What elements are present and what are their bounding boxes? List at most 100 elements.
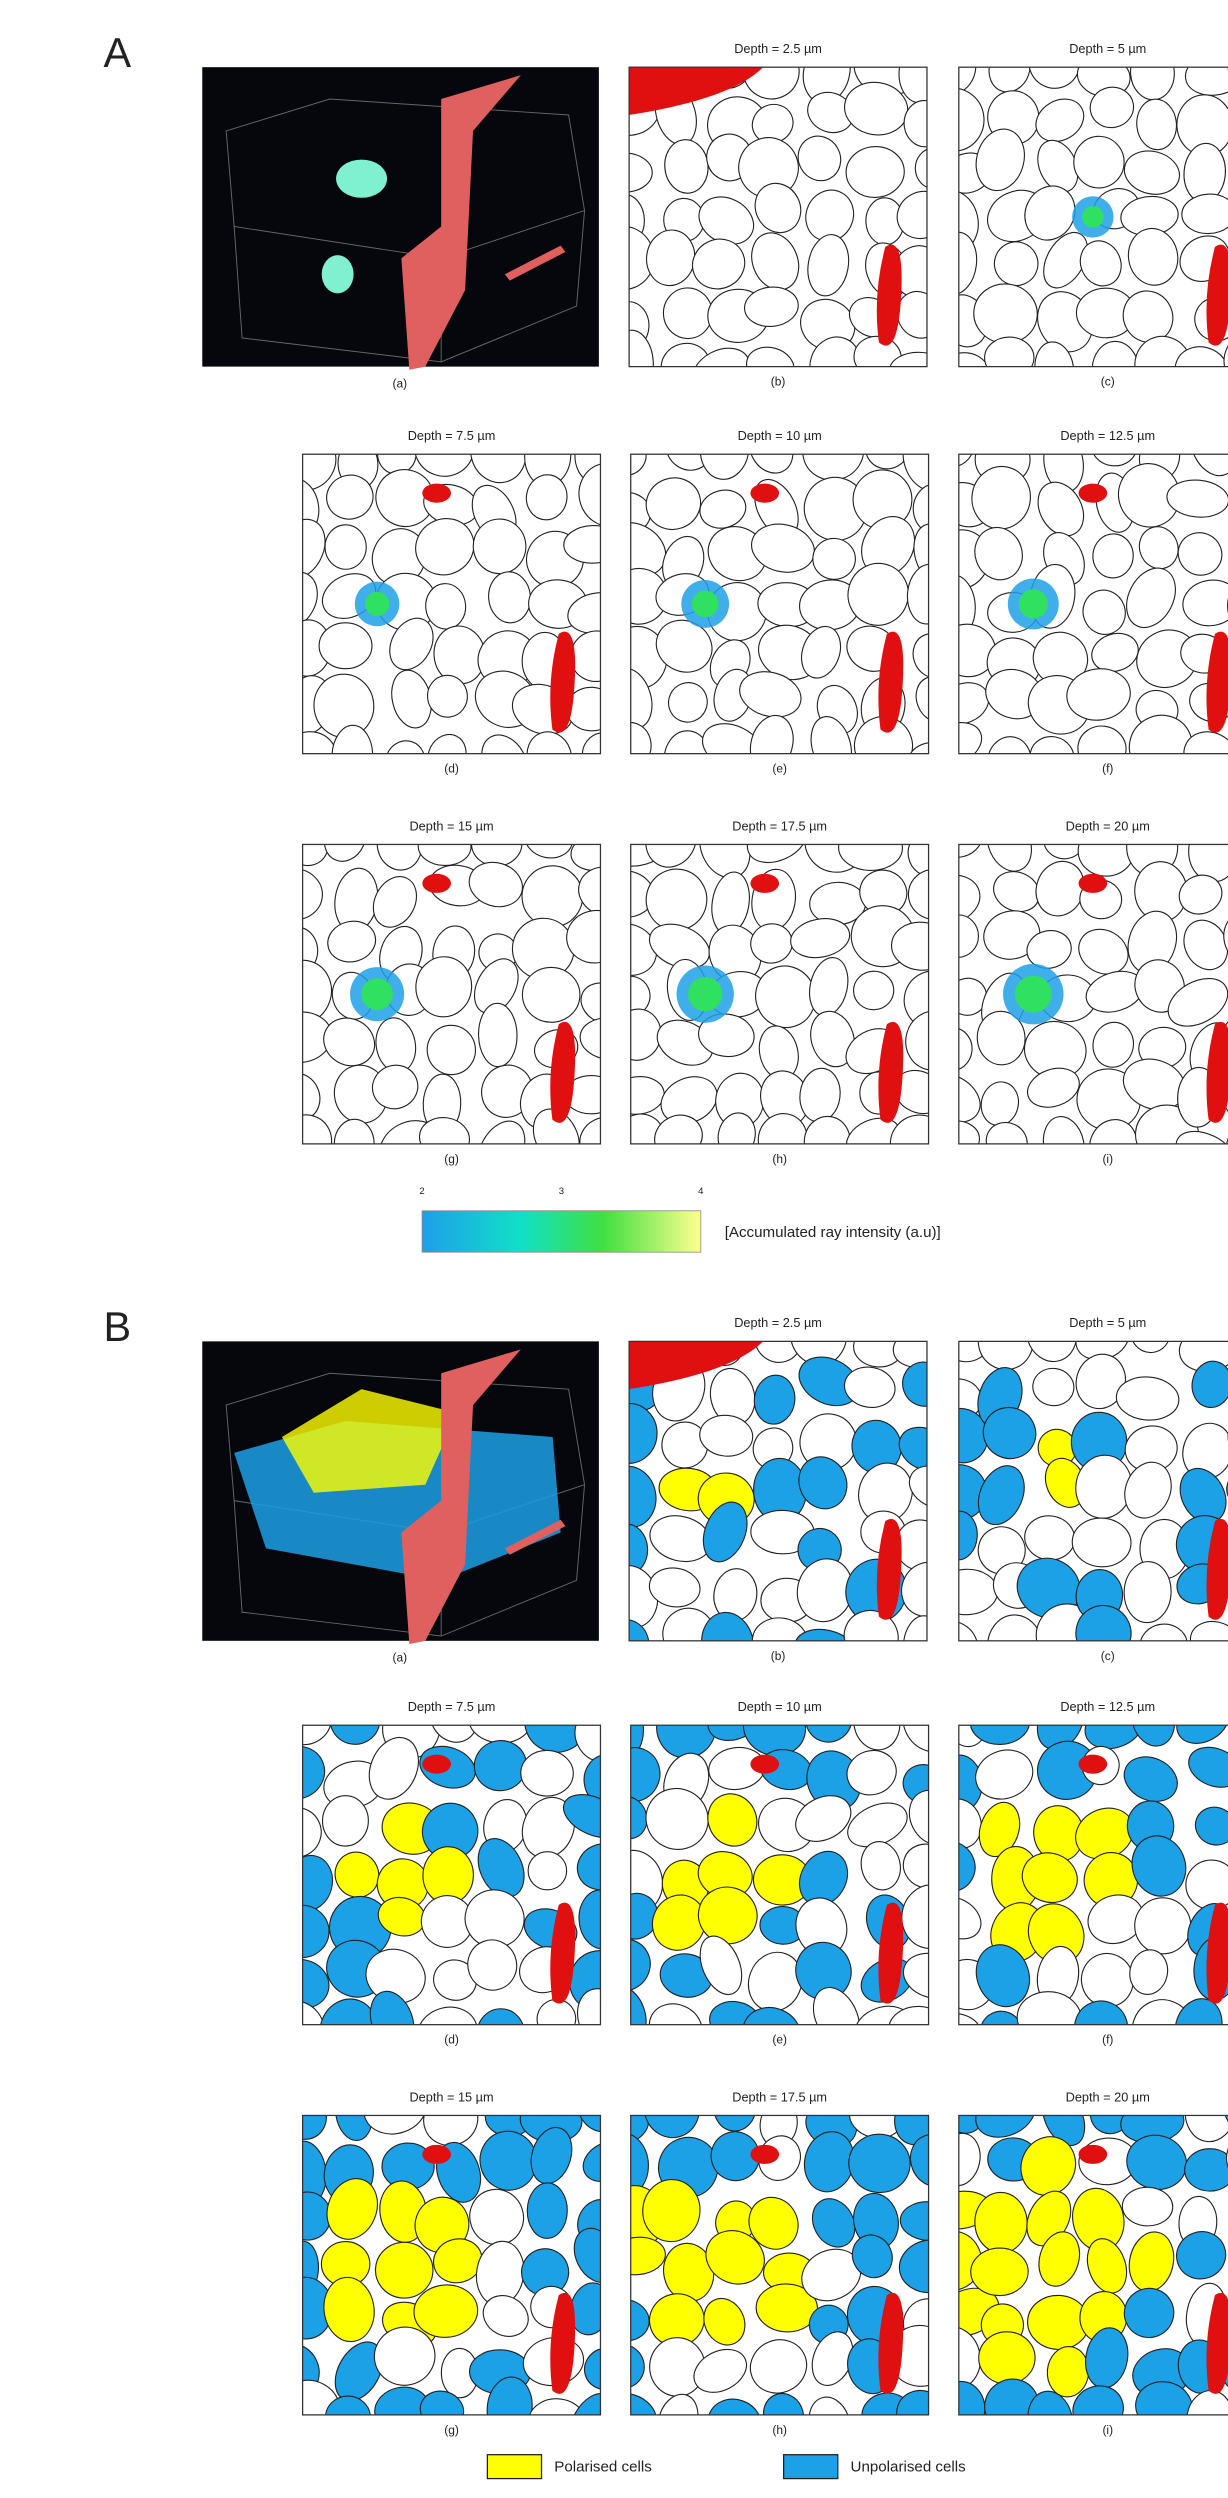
- legend-label: Polarised cells: [554, 2458, 652, 2475]
- cell: [937, 915, 978, 958]
- slice-caption: (i): [1102, 2423, 1113, 2437]
- slice-caption: (b): [771, 1649, 786, 1663]
- cell: [970, 2247, 1029, 2296]
- slice-image: [591, 804, 970, 1173]
- slice-title: Depth = 7.5 µm: [408, 428, 496, 443]
- slice-caption: (e): [772, 762, 787, 776]
- slice-caption: (b): [771, 375, 786, 389]
- slice-title: Depth = 17.5 µm: [732, 818, 827, 833]
- slice-title: Depth = 15 µm: [409, 818, 493, 833]
- slice-caption: (g): [444, 2423, 459, 2437]
- page: {"panels": [ {"label": "A", "image_capti…: [0, 0, 1228, 2498]
- legend-label: Unpolarised cells: [851, 2458, 967, 2475]
- slice-image: [919, 26, 1228, 403]
- vessel-small: [422, 874, 451, 893]
- slice-title: Depth = 2.5 µm: [734, 1315, 822, 1330]
- slice-image: [915, 2075, 1228, 2453]
- slice-title: Depth = 12.5 µm: [1060, 428, 1155, 443]
- signal-core: [688, 977, 722, 1011]
- vessel-small: [1079, 2145, 1108, 2164]
- cell: [1135, 1898, 1191, 1954]
- cell: [478, 1003, 518, 1067]
- cell: [528, 1851, 567, 1890]
- slice-caption: (h): [772, 2423, 787, 2437]
- slice-caption: (f): [1102, 2033, 1113, 2047]
- cell: [984, 337, 1034, 379]
- slice-caption: (d): [444, 762, 459, 776]
- slice-image: [258, 409, 647, 797]
- vessel-small: [422, 484, 451, 503]
- slice-title: Depth = 20 µm: [1066, 818, 1150, 833]
- figure: A (a) Depth = 2.5 µm (b) Depth = 5 µm (c) Dept…: [0, 0, 1228, 2498]
- colorbar-tick: 3: [559, 1186, 564, 1197]
- signal-core: [365, 592, 389, 616]
- vessel-small: [750, 2145, 779, 2164]
- cell: [838, 825, 903, 871]
- signal-core: [1019, 589, 1048, 618]
- cell: [889, 351, 950, 391]
- cell: [522, 967, 581, 1023]
- cell: [895, 1519, 945, 1570]
- slice-title: Depth = 2.5 µm: [734, 41, 822, 56]
- vessel-small: [750, 1755, 779, 1774]
- slice-title: Depth = 15 µm: [409, 2089, 493, 2104]
- slice-image: [261, 2073, 639, 2458]
- slice-caption: (d): [444, 2033, 459, 2047]
- slice-caption: (g): [444, 1152, 459, 1166]
- cell: [527, 2183, 568, 2239]
- image-caption: (a): [392, 1650, 407, 1664]
- vessel-small: [422, 2145, 451, 2164]
- slice-title: Depth = 7.5 µm: [408, 1699, 496, 1714]
- vessel-small: [750, 874, 779, 893]
- colorbar-tick: 2: [419, 1186, 424, 1197]
- cell: [274, 1905, 329, 1958]
- vessel-small: [1079, 1755, 1108, 1774]
- cell: [1073, 136, 1125, 189]
- signal-core: [1082, 206, 1104, 228]
- slice-image: [914, 1298, 1228, 1685]
- panel-label: B: [104, 1304, 132, 1350]
- slice-caption: (f): [1102, 762, 1113, 776]
- vessel-small: [1079, 484, 1108, 503]
- signal-core: [1015, 976, 1052, 1013]
- slice-caption: (c): [1101, 375, 1115, 389]
- slice-image: [587, 1678, 975, 2068]
- cell: [597, 153, 652, 192]
- slice-caption: (h): [772, 1152, 787, 1166]
- image-caption: (a): [392, 376, 407, 390]
- slice-image: [595, 413, 964, 790]
- slice-caption: (i): [1102, 1152, 1113, 1166]
- signal-render: [336, 160, 387, 198]
- cell: [477, 2008, 525, 2058]
- slice-image: [258, 1681, 639, 2069]
- cell: [979, 2332, 1036, 2385]
- colorbar-tick: 4: [698, 1186, 704, 1197]
- slice-image: [582, 25, 956, 407]
- slice-title: Depth = 12.5 µm: [1060, 1699, 1155, 1714]
- slice-title: Depth = 17.5 µm: [732, 2089, 827, 2104]
- slice-caption: (c): [1101, 1649, 1115, 1663]
- slice-title: Depth = 5 µm: [1069, 1315, 1146, 1330]
- cell: [325, 525, 367, 570]
- colorbar-label: [Accumulated ray intensity (a.u)]: [725, 1224, 941, 1241]
- signal-core: [361, 978, 393, 1010]
- panel-label: A: [104, 30, 132, 76]
- cell: [322, 1795, 369, 1847]
- slice-image: [590, 2073, 965, 2455]
- slice-title: Depth = 5 µm: [1069, 41, 1146, 56]
- vessel-small: [750, 484, 779, 503]
- cell: [325, 2396, 370, 2439]
- cell: [319, 623, 372, 669]
- signal-render: [322, 255, 354, 293]
- slice-image: [588, 1297, 967, 1683]
- slice-caption: (e): [772, 2033, 787, 2047]
- signal-core: [692, 591, 719, 618]
- slice-image: [263, 807, 640, 1187]
- slice-title: Depth = 10 µm: [738, 1699, 822, 1714]
- legend-swatch: [487, 2455, 541, 2479]
- cell: [915, 147, 955, 189]
- slice-image: [917, 413, 1228, 790]
- vessel-small: [1079, 874, 1108, 893]
- slice-title: Depth = 20 µm: [1066, 2089, 1150, 2104]
- cell: [933, 35, 977, 92]
